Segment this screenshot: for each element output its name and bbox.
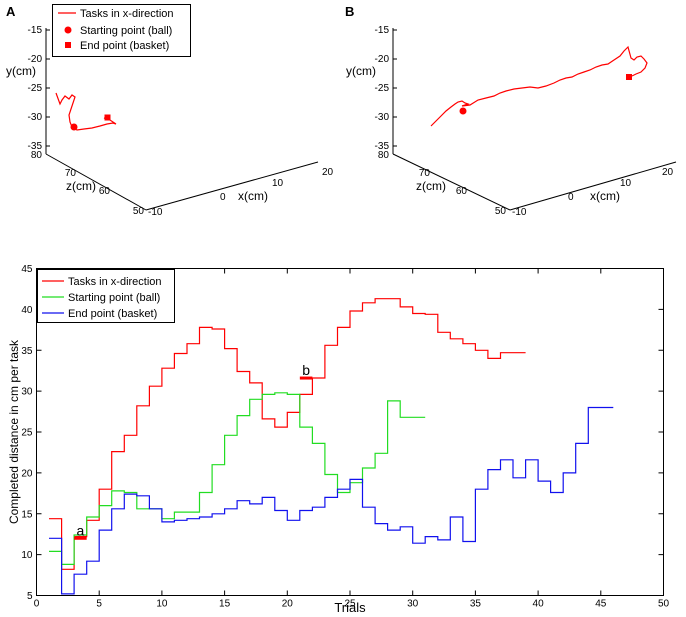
panel-b-xlabel: x(cm) <box>590 189 620 203</box>
y-tick-label: 40 <box>21 305 33 316</box>
panel-b-start-point <box>459 107 467 115</box>
panel-a-ztick-3: 50 <box>133 206 145 217</box>
panel-b-xtick-3: 20 <box>662 167 674 178</box>
panel-a-legend-2: End point (basket) <box>80 40 169 52</box>
panel-a-start-point <box>70 123 78 131</box>
x-tick-label: 0 <box>34 599 40 610</box>
panel-a-legend: Tasks in x-direction Starting point (bal… <box>52 4 191 57</box>
panel-b-ytick-3: -30 <box>375 112 390 123</box>
panel-b-ztick-0: 80 <box>378 150 390 161</box>
y-tick-label: 25 <box>21 428 33 439</box>
panel-a-ytick-2: -25 <box>28 83 43 94</box>
legend-circle-icon <box>64 26 72 34</box>
y-tick-label: 30 <box>21 387 33 398</box>
x-tick-label: 35 <box>470 599 482 610</box>
panel-a-xlabel: x(cm) <box>238 189 268 203</box>
y-tick-label: 20 <box>21 468 33 479</box>
panel-b-ztick-3: 50 <box>495 206 507 217</box>
panel-a-label: A <box>6 4 16 19</box>
panel-a-ztick-1: 70 <box>65 168 77 179</box>
chart-legend-0: Tasks in x-direction <box>68 276 162 288</box>
panel-a-y-ticks: -15 -20 -25 -30 -35 <box>28 25 50 152</box>
panel-b-ylabel: y(cm) <box>346 64 376 78</box>
annotation-label-a: a <box>76 522 84 538</box>
chart-legend-box <box>37 269 175 323</box>
panel-b-xtick-0: -10 <box>512 207 527 218</box>
panel-a-ztick-2: 60 <box>99 186 111 197</box>
panel-b-xtick-1: 0 <box>568 192 574 203</box>
chart-legend-2: End point (basket) <box>68 308 157 320</box>
x-tick-label: 50 <box>658 599 670 610</box>
panel-a-ytick-3: -30 <box>28 112 43 123</box>
y-tick-label: 10 <box>21 550 33 561</box>
panel-a-xtick-2: 10 <box>272 178 284 189</box>
x-tick-label: 25 <box>344 599 356 610</box>
panel-a-xtick-0: -10 <box>148 207 163 218</box>
x-tick-label: 45 <box>595 599 607 610</box>
x-tick-label: 20 <box>282 599 294 610</box>
panel-a-legend-1: Starting point (ball) <box>80 25 172 37</box>
panel-b-ztick-1: 70 <box>419 168 431 179</box>
panel-b-x-axis <box>509 161 677 211</box>
panel-b-end-point <box>626 74 632 80</box>
x-tick-label: 40 <box>533 599 545 610</box>
panel-a-ztick-0: 80 <box>31 150 43 161</box>
x-tick-label: 5 <box>96 599 102 610</box>
panel-a-xtick-3: 20 <box>322 167 334 178</box>
series-line-starting-point-ball <box>49 392 426 565</box>
panel-a-trajectory <box>55 92 117 131</box>
y-tick-label: 35 <box>21 346 33 357</box>
y-tick-label: 15 <box>21 509 33 520</box>
panel-a-xtick-1: 0 <box>220 192 226 203</box>
panel-b: B y(cm) -15 -20 -25 -30 -35 80 70 60 50 … <box>345 4 677 218</box>
series-line-tasks-in-x-direction <box>49 298 526 570</box>
panel-b-ztick-2: 60 <box>456 186 468 197</box>
panel-a-legend-0: Tasks in x-direction <box>80 8 174 20</box>
x-tick-label: 10 <box>156 599 168 610</box>
panel-b-ytick-1: -20 <box>375 54 390 65</box>
series-layer <box>49 298 614 595</box>
panel-b-ytick-4: -35 <box>375 141 390 152</box>
x-tick-label: 30 <box>407 599 419 610</box>
chart-legend: Tasks in x-direction Starting point (bal… <box>37 269 175 323</box>
panel-a-ytick-1: -20 <box>28 54 43 65</box>
y-axis-label: Completed distance in cm per task <box>7 339 21 524</box>
x-tick-label: 15 <box>219 599 231 610</box>
panel-a-x-axis <box>145 161 319 211</box>
annotation-layer: ab <box>74 362 313 540</box>
panel-a-ytick-0: -15 <box>28 25 43 36</box>
annotation-label-b: b <box>302 362 310 378</box>
panel-b-ytick-2: -25 <box>375 83 390 94</box>
legend-square-icon <box>65 42 71 48</box>
panel-a-zlabel: z(cm) <box>66 179 96 193</box>
panel-b-z-axis <box>392 153 511 211</box>
x-axis-label: Trials <box>334 600 366 615</box>
panel-a: A y(cm) -15 -20 -25 -30 -35 80 70 60 50 … <box>6 4 334 218</box>
panel-a-end-point <box>104 114 111 121</box>
y-tick-label: 45 <box>21 264 33 275</box>
panel-b-y-ticks: -15 -20 -25 -30 -35 <box>375 25 397 152</box>
panel-a-ytick-4: -35 <box>28 141 43 152</box>
chart-legend-1: Starting point (ball) <box>68 292 160 304</box>
panel-b-xtick-2: 10 <box>620 178 632 189</box>
panel-b-ytick-0: -15 <box>375 25 390 36</box>
panel-b-zlabel: z(cm) <box>416 179 446 193</box>
panel-a-z-axis <box>45 153 147 211</box>
panel-b-label: B <box>345 4 354 19</box>
panel-a-ylabel: y(cm) <box>6 64 36 78</box>
y-tick-label: 5 <box>27 591 33 602</box>
panel-b-trajectory <box>430 45 648 127</box>
series-line-end-point-basket <box>49 406 614 595</box>
